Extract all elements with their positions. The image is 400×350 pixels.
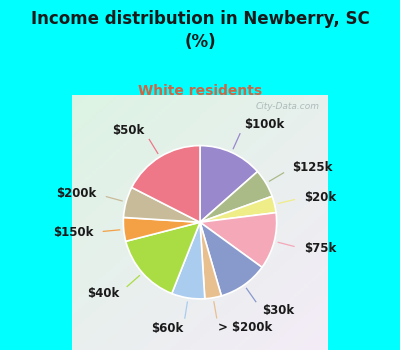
Text: White residents: White residents xyxy=(138,84,262,98)
Text: $50k: $50k xyxy=(112,124,144,137)
Wedge shape xyxy=(132,146,200,222)
Wedge shape xyxy=(200,196,276,222)
Text: $30k: $30k xyxy=(262,303,294,316)
Text: $40k: $40k xyxy=(87,287,120,300)
Text: $75k: $75k xyxy=(304,243,336,256)
Wedge shape xyxy=(172,222,205,299)
Wedge shape xyxy=(200,213,277,267)
Text: $150k: $150k xyxy=(53,226,93,239)
Wedge shape xyxy=(200,146,258,222)
Text: $125k: $125k xyxy=(292,161,333,174)
Text: $200k: $200k xyxy=(56,188,96,201)
Wedge shape xyxy=(200,172,272,222)
Text: > $200k: > $200k xyxy=(218,321,273,335)
Text: City-Data.com: City-Data.com xyxy=(256,102,320,111)
Text: $20k: $20k xyxy=(304,191,336,204)
Wedge shape xyxy=(200,222,221,299)
Wedge shape xyxy=(200,222,262,296)
Text: $100k: $100k xyxy=(244,118,284,131)
Text: Income distribution in Newberry, SC
(%): Income distribution in Newberry, SC (%) xyxy=(31,10,369,51)
Wedge shape xyxy=(123,217,200,241)
Wedge shape xyxy=(126,222,200,294)
Text: $60k: $60k xyxy=(151,322,183,335)
Wedge shape xyxy=(124,188,200,222)
